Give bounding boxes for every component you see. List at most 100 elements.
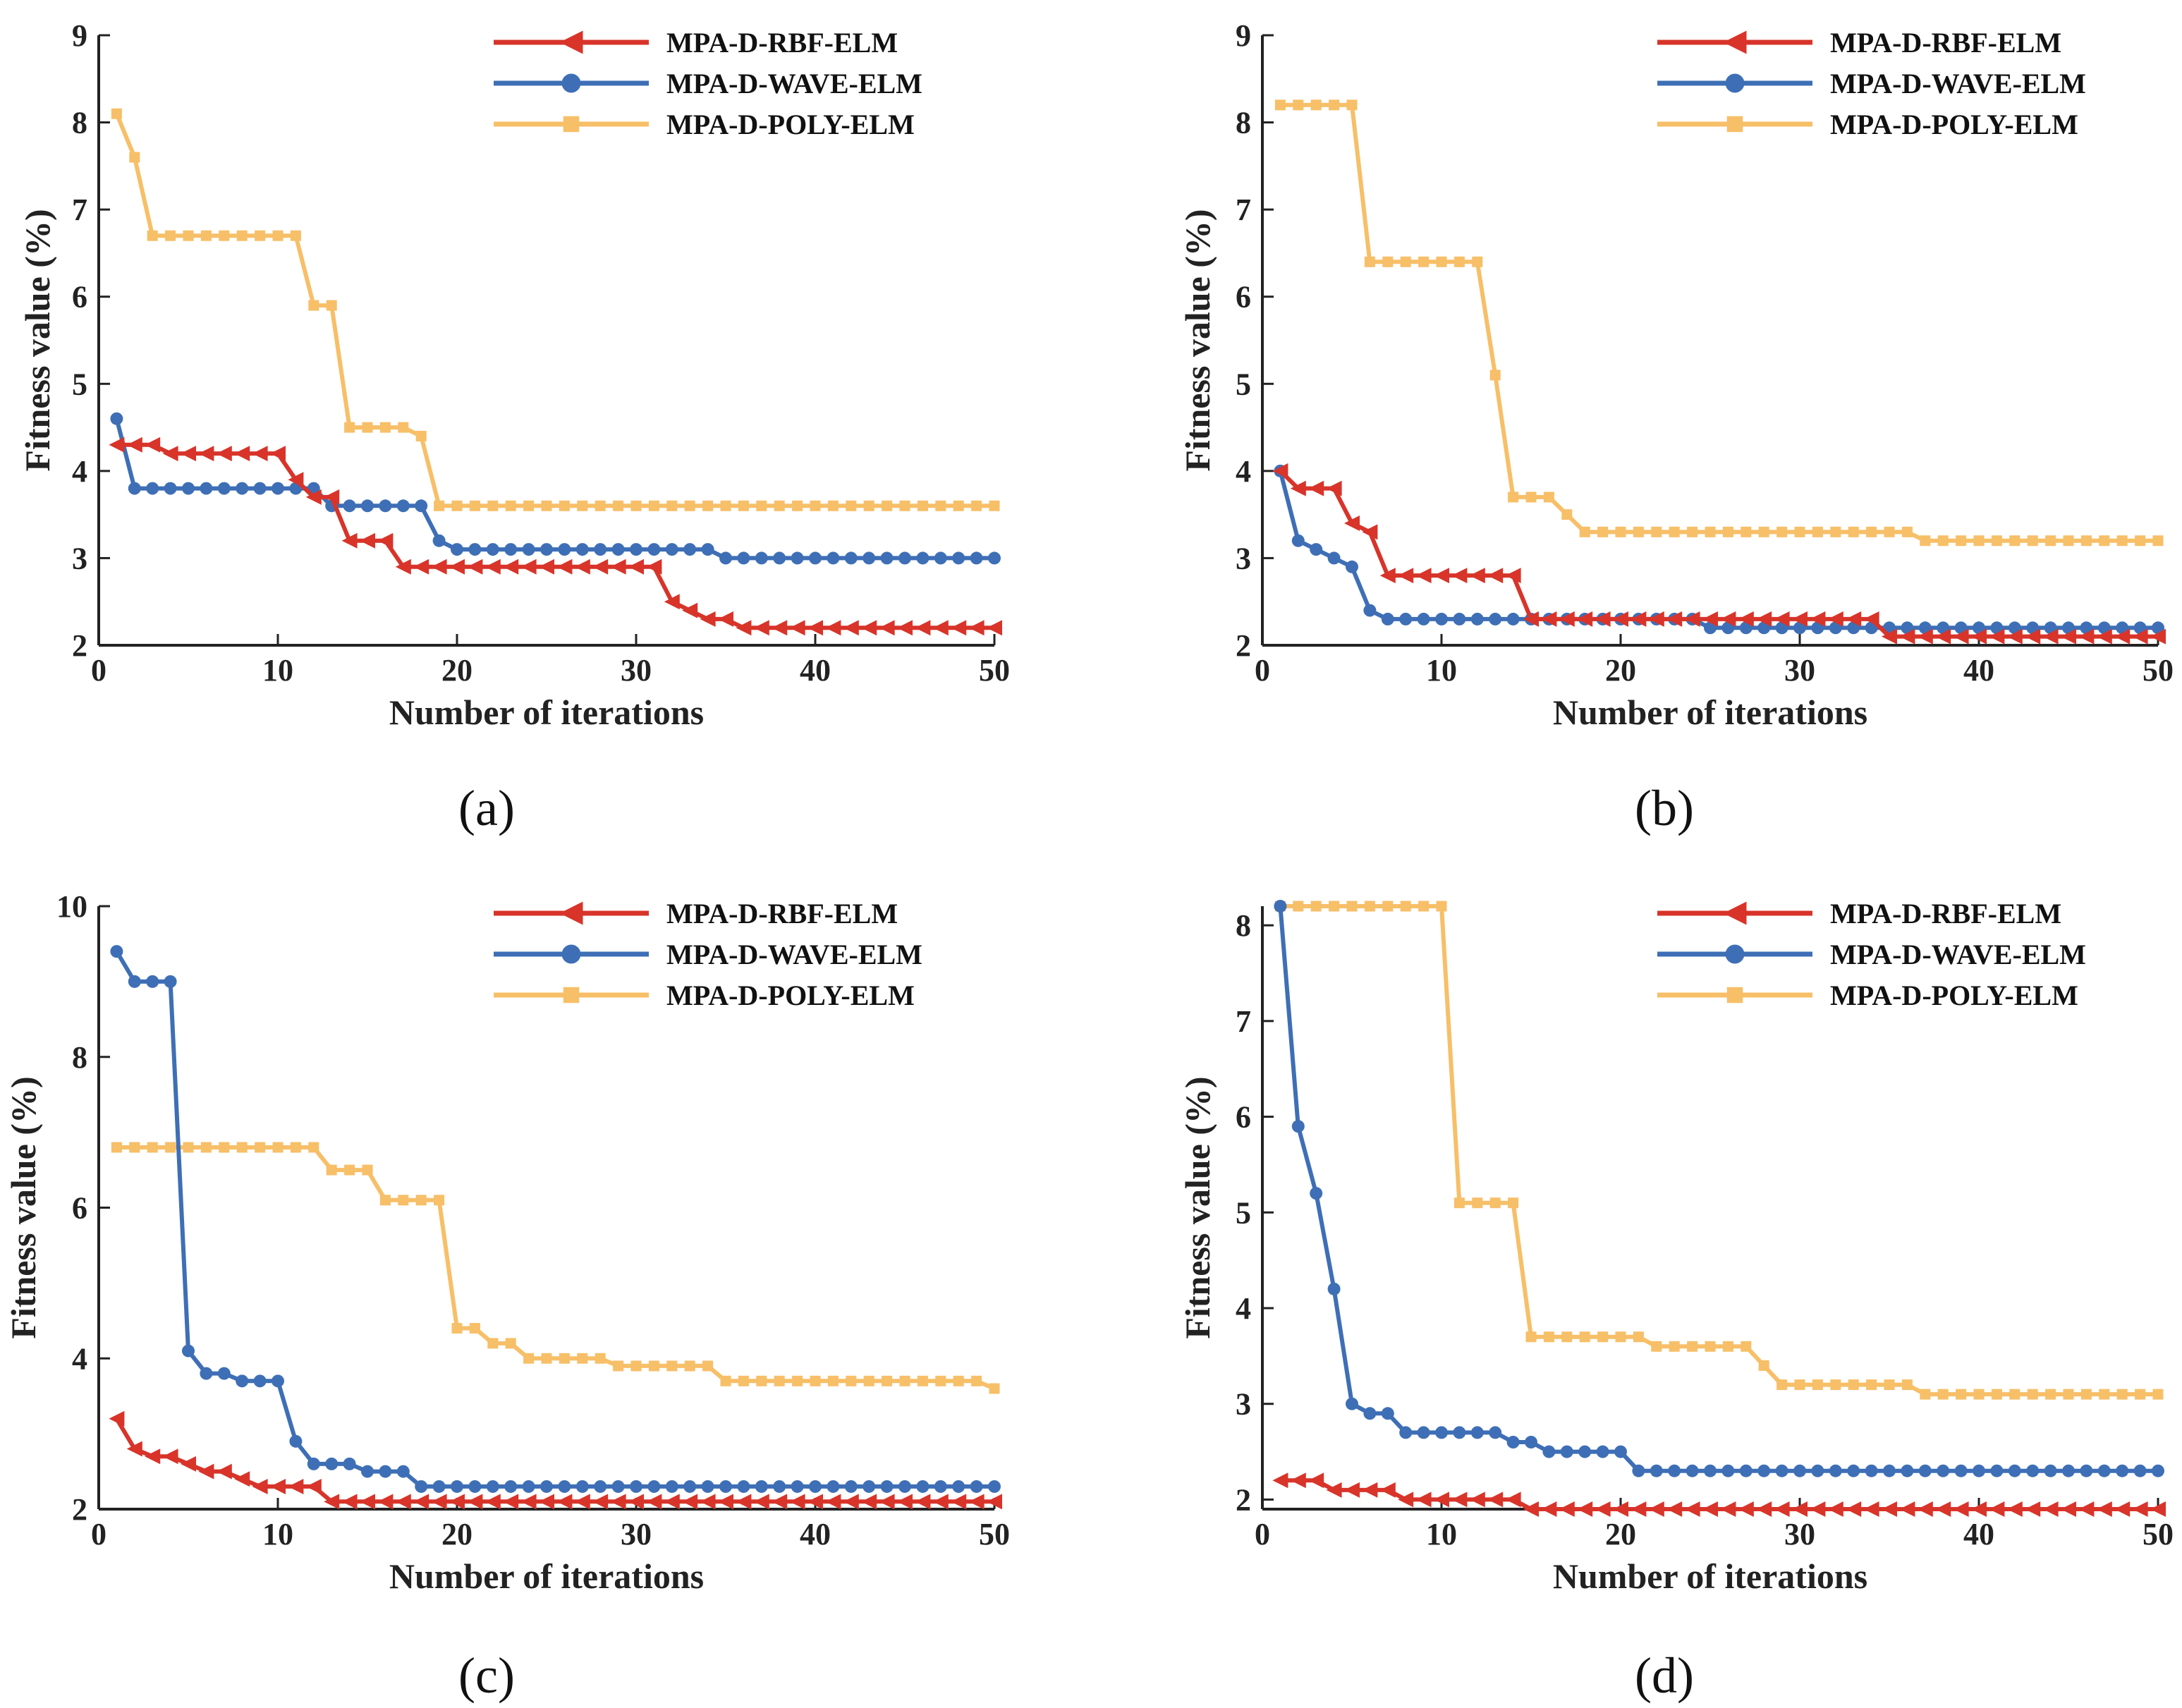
point-marker	[719, 1480, 732, 1493]
point-marker	[379, 422, 391, 433]
point-marker	[1417, 612, 1430, 626]
point-marker	[1577, 1501, 1593, 1517]
point-marker	[630, 543, 642, 556]
y-tick-label: 9	[72, 18, 87, 53]
point-marker	[164, 482, 177, 495]
point-marker	[753, 620, 769, 636]
point-marker	[1973, 1464, 1985, 1477]
point-marker	[467, 1494, 483, 1510]
point-marker	[1741, 526, 1752, 537]
point-marker	[1901, 526, 1913, 537]
point-marker	[432, 534, 446, 547]
point-marker	[880, 1480, 894, 1493]
point-marker	[1382, 901, 1394, 912]
point-marker	[236, 1374, 249, 1388]
x-tick-label: 40	[800, 1517, 831, 1551]
point-marker	[1651, 1341, 1662, 1352]
point-marker	[989, 1383, 1000, 1394]
point-marker	[1935, 628, 1951, 645]
point-marker	[1830, 526, 1841, 537]
point-marker	[343, 499, 356, 513]
point-marker	[630, 1360, 642, 1372]
point-marker	[1776, 526, 1788, 537]
point-marker	[431, 559, 447, 575]
legend-item-poly: MPA-D-POLY-ELM	[1657, 109, 2078, 140]
point-marker	[1274, 99, 1286, 111]
point-marker	[701, 543, 714, 556]
point-marker	[1937, 1464, 1950, 1477]
point-marker	[1381, 612, 1394, 626]
point-marker	[556, 559, 573, 575]
point-marker	[1291, 534, 1305, 547]
point-marker	[1506, 1436, 1520, 1448]
point-marker	[1559, 1501, 1575, 1517]
point-marker	[2045, 535, 2056, 547]
point-marker	[2150, 628, 2166, 645]
point-marker	[129, 1142, 140, 1153]
point-marker	[1364, 901, 1375, 912]
point-marker	[128, 482, 141, 495]
point-marker	[2061, 628, 2076, 645]
point-marker	[200, 482, 213, 495]
point-marker	[1725, 944, 1745, 964]
point-marker	[738, 1375, 749, 1386]
point-marker	[718, 1494, 733, 1510]
point-marker	[648, 500, 659, 511]
point-marker	[1436, 901, 1447, 912]
legend-label: MPA-D-WAVE-ELM	[666, 68, 922, 99]
point-marker	[2025, 628, 2041, 645]
point-marker	[1417, 1426, 1430, 1439]
point-marker	[539, 559, 554, 575]
point-marker	[810, 500, 821, 511]
point-marker	[1400, 256, 1411, 267]
x-tick-label: 10	[1426, 1517, 1457, 1551]
point-marker	[1559, 611, 1575, 627]
series-line	[114, 950, 994, 1489]
point-marker	[2116, 1389, 2128, 1400]
point-marker	[1810, 611, 1826, 627]
point-marker	[2042, 628, 2059, 645]
point-marker	[432, 1480, 446, 1493]
point-marker	[1650, 1464, 1663, 1477]
point-marker	[1899, 1501, 1915, 1517]
x-tick-label: 50	[979, 653, 1010, 688]
point-marker	[772, 1494, 788, 1510]
legend-label: MPA-D-POLY-ELM	[666, 109, 915, 140]
point-marker	[1991, 535, 2002, 547]
y-tick-label: 5	[1236, 367, 1251, 401]
x-tick-label: 0	[91, 1517, 106, 1551]
point-marker	[1774, 611, 1790, 627]
point-marker	[162, 1448, 178, 1465]
point-marker	[146, 482, 159, 495]
point-marker	[1379, 1482, 1396, 1498]
point-marker	[1830, 1379, 1841, 1391]
point-marker	[702, 1360, 714, 1372]
point-marker	[646, 1494, 662, 1510]
point-marker	[807, 620, 823, 636]
x-axis-label: Number of iterations	[1553, 693, 1867, 732]
point-marker	[1723, 30, 1747, 54]
legend-item-poly: MPA-D-POLY-ELM	[494, 980, 915, 1011]
point-marker	[1472, 256, 1483, 267]
y-tick-label: 2	[1236, 628, 1251, 663]
point-marker	[540, 1480, 553, 1493]
point-marker	[1648, 1501, 1664, 1517]
point-marker	[952, 1480, 965, 1493]
x-tick-label: 40	[800, 653, 831, 688]
point-marker	[1651, 526, 1662, 537]
point-marker	[1937, 621, 1950, 635]
point-marker	[377, 1494, 394, 1510]
legend-label: MPA-D-POLY-ELM	[666, 980, 915, 1011]
point-marker	[592, 559, 609, 575]
point-marker	[236, 1142, 248, 1153]
point-marker	[773, 1480, 786, 1493]
point-marker	[843, 620, 859, 636]
point-marker	[664, 1494, 680, 1510]
point-marker	[861, 620, 877, 636]
x-tick-label: 10	[1426, 653, 1457, 688]
x-tick-label: 20	[441, 1517, 473, 1551]
point-marker	[109, 1410, 125, 1427]
y-tick-label: 5	[72, 367, 87, 401]
point-marker	[1308, 1472, 1324, 1489]
point-marker	[1686, 1464, 1699, 1477]
